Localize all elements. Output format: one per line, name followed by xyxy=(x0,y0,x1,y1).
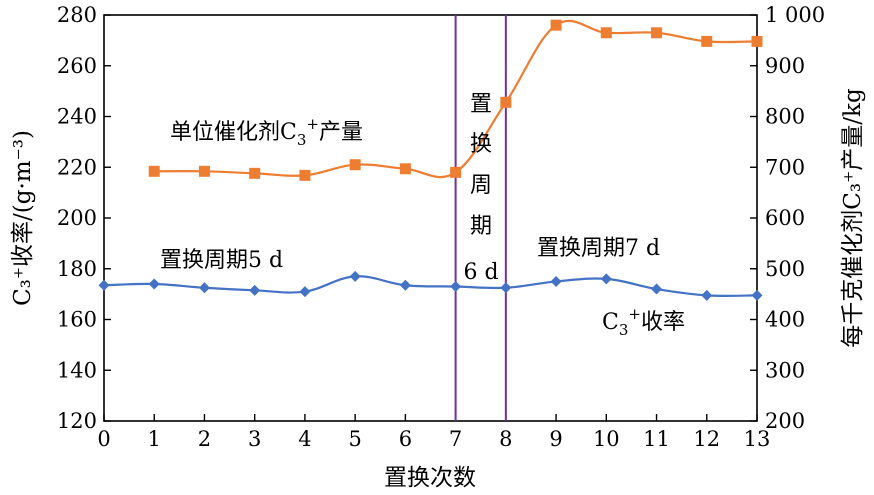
y-right-axis-title: 每千克催化剂C₃⁺产量/kg xyxy=(840,88,866,348)
x-tick-label: 3 xyxy=(248,427,261,451)
y-right-tick-label: 500 xyxy=(765,257,805,281)
series-2-point xyxy=(651,27,663,39)
blue-label-sub: 3 xyxy=(619,321,629,339)
period6-char-1: 置 xyxy=(470,92,492,117)
x-tick-label: 6 xyxy=(399,427,412,451)
plot-frame xyxy=(103,14,758,422)
series-1-point xyxy=(349,270,361,282)
x-tick-label: 7 xyxy=(449,427,462,451)
y-right-tick-label: 800 xyxy=(765,105,805,129)
series-1-point xyxy=(450,281,462,293)
y-right-tick-label: 700 xyxy=(765,155,805,179)
x-axis-title: 置换次数 xyxy=(384,465,476,491)
series-1-point xyxy=(550,275,562,287)
series-2-point xyxy=(198,165,210,177)
series-2-point xyxy=(399,163,411,175)
x-tick-label: 9 xyxy=(549,427,562,451)
blue-label-sup: + xyxy=(628,305,641,323)
series-2-point xyxy=(148,165,160,177)
x-tick-label: 8 xyxy=(499,427,512,451)
y-left-tick-label: 200 xyxy=(57,206,97,230)
x-tick-label: 5 xyxy=(348,427,361,451)
x-tick-label: 2 xyxy=(198,427,211,451)
series-1-point xyxy=(98,279,110,291)
y-left-tick-label: 180 xyxy=(57,257,97,281)
y-left-tick-label: 140 xyxy=(57,358,97,382)
series-2-point xyxy=(249,167,261,179)
y-right-tick-label: 400 xyxy=(765,308,805,332)
series-2-point xyxy=(299,169,311,181)
annotation-blue-series-label: C3+收率 xyxy=(602,305,685,339)
series-1-point xyxy=(751,289,763,301)
series-1-point xyxy=(249,284,261,296)
vertical-lines-layer xyxy=(454,15,507,421)
series-1-point xyxy=(701,289,713,301)
annotation-period-7d: 置换周期7 d xyxy=(537,236,660,261)
blue-label-suffix: 收率 xyxy=(641,310,685,335)
series-2-point xyxy=(751,35,763,47)
series-2-point xyxy=(500,96,512,108)
y-left-tick-label: 220 xyxy=(57,155,97,179)
period6-char-4: 期 xyxy=(470,214,492,239)
y-right-tick-label: 1 000 xyxy=(765,3,825,27)
series-1-point xyxy=(198,282,210,294)
period6-char-5: 6 d xyxy=(463,260,498,285)
series-1-point xyxy=(651,283,663,295)
y-right-tick-label: 600 xyxy=(765,206,805,230)
period6-char-2: 换 xyxy=(470,132,492,157)
x-tick-label: 4 xyxy=(298,427,311,451)
x-tick-label: 10 xyxy=(593,427,620,451)
y-right-tick-label: 200 xyxy=(765,409,805,433)
series-2-point xyxy=(701,35,713,47)
series-2-point xyxy=(600,27,612,39)
y-left-axis-title: C₃⁺收率/(g·m⁻³) xyxy=(10,130,36,306)
orange-label-suffix: 产量 xyxy=(319,120,363,145)
y-left-tick-label: 260 xyxy=(57,54,97,78)
annotation-period-6d: 置 换 周 期 6 d xyxy=(463,92,498,285)
annotation-period-5d: 置换周期5 d xyxy=(160,248,283,273)
y-right-tick-label: 300 xyxy=(765,358,805,382)
x-tick-label: 0 xyxy=(97,427,110,451)
y-left-tick-label: 120 xyxy=(57,409,97,433)
x-tick-label: 12 xyxy=(693,427,720,451)
series-1-point xyxy=(148,278,160,290)
x-tick-label: 1 xyxy=(148,427,161,451)
y-left-tick-label: 280 xyxy=(57,3,97,27)
ticks-layer: 0 1 2 3 4 5 6 7 8 9 10 11 12 131201401601802002202402… xyxy=(57,3,825,451)
series-2-point xyxy=(349,159,361,171)
series-2-point xyxy=(550,19,562,31)
y-left-tick-label: 160 xyxy=(57,308,97,332)
period6-char-3: 周 xyxy=(470,173,492,198)
x-tick-label: 13 xyxy=(744,427,771,451)
series-1-point xyxy=(500,282,512,294)
series-1-point xyxy=(399,279,411,291)
orange-label-sup: + xyxy=(306,115,319,133)
annotation-orange-series-label: 单位催化剂C3+产量 xyxy=(170,115,363,149)
orange-label-prefix: 单位催化剂C xyxy=(170,120,297,145)
series-1-point xyxy=(600,273,612,285)
y-right-tick-label: 900 xyxy=(765,54,805,78)
series-2-point xyxy=(450,166,462,178)
y-left-tick-label: 240 xyxy=(57,105,97,129)
series-1-point xyxy=(299,286,311,298)
series-layer xyxy=(98,19,763,301)
orange-label-sub: 3 xyxy=(297,131,307,149)
blue-label-prefix: C xyxy=(602,310,619,335)
x-tick-label: 11 xyxy=(643,427,670,451)
